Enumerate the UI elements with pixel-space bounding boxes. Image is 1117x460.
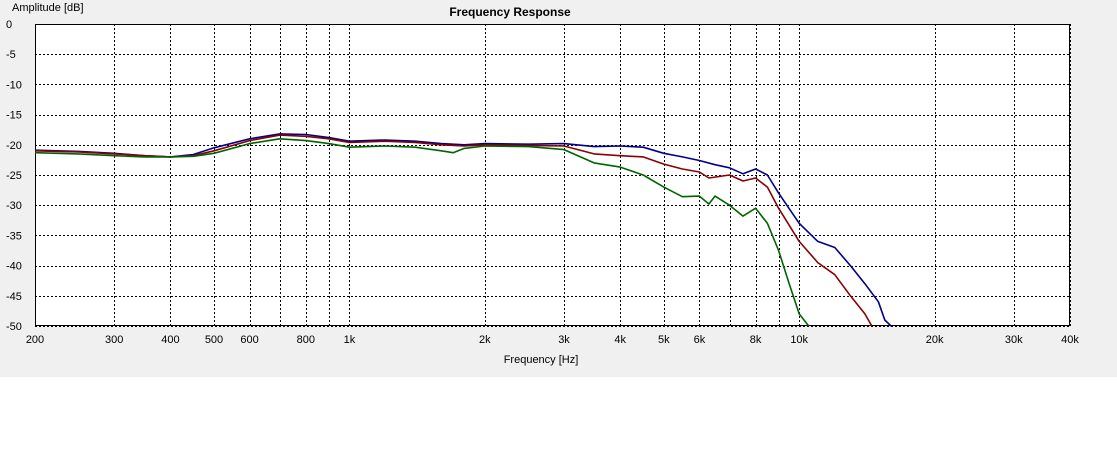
x-tick-label: 2k	[479, 334, 491, 346]
x-tick-label: 200	[26, 334, 44, 346]
y-tick-label: -45	[6, 291, 22, 303]
plot-frame	[35, 24, 1070, 326]
x-tick-label: 40k	[1061, 334, 1079, 346]
x-axis-label: Frequency [Hz]	[504, 354, 579, 366]
x-tick-label: 6k	[694, 334, 706, 346]
y-tick-label: -50	[6, 321, 22, 333]
chart-panel: 200 300 400 500 600 800 1k 2k 3k 4k 5k 6k 8k 10k 20k 30…	[0, 0, 1117, 377]
x-tick-label: 10k	[790, 334, 808, 346]
y-tick-label: -20	[6, 140, 22, 152]
x-tick-label: 1k	[344, 334, 356, 346]
x-tick-label: 500	[205, 334, 223, 346]
x-axis-ticks: 200 300 400 500 600 800 1k 2k 3k 4k 5k 6k 8k 10k 20k 30…	[26, 334, 1080, 346]
x-tick-label: 400	[161, 334, 179, 346]
series-line-2	[34, 134, 873, 327]
chart-title: Frequency Response	[449, 5, 571, 19]
series-line-3	[34, 138, 810, 327]
x-tick-label: 600	[240, 334, 258, 346]
frequency-response-chart: 200 300 400 500 600 800 1k 2k 3k 4k 5k 6k 8k 10k 20k 30…	[6, 2, 1080, 366]
x-tick-label: 20k	[926, 334, 944, 346]
series-layer	[34, 133, 892, 327]
x-tick-label: 4k	[614, 334, 626, 346]
y-tick-label: -35	[6, 230, 22, 242]
y-tick-label: -15	[6, 110, 22, 122]
x-tick-label: 300	[105, 334, 123, 346]
y-tick-label: 0	[6, 19, 12, 31]
x-tick-label: 5k	[658, 334, 670, 346]
y-tick-label: -25	[6, 170, 22, 182]
x-tick-label: 8k	[750, 334, 762, 346]
x-tick-label: 30k	[1005, 334, 1023, 346]
y-tick-label: -40	[6, 261, 22, 273]
x-tick-label: 3k	[558, 334, 570, 346]
series-line-1	[34, 133, 892, 327]
x-tick-label: 800	[297, 334, 315, 346]
y-tick-label: -10	[6, 79, 22, 91]
y-tick-label: -5	[6, 49, 16, 61]
y-axis-ticks: 0 -5 -10 -15 -20 -25 -30 -35 -40 -45 -50	[6, 19, 22, 333]
y-axis-label: Amplitude [dB]	[12, 2, 84, 14]
y-tick-label: -30	[6, 200, 22, 212]
